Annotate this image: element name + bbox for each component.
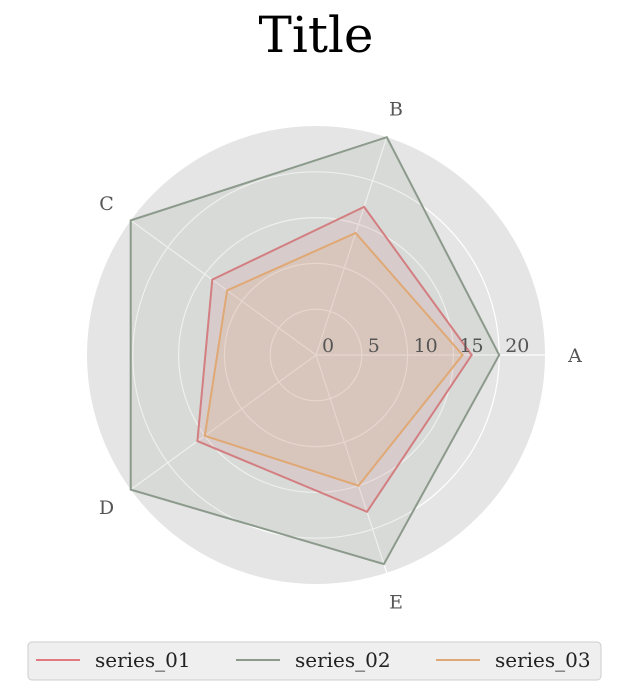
category-labels: A B C D E <box>99 99 582 614</box>
category-label: E <box>389 591 403 613</box>
legend-label: series_03 <box>495 648 591 672</box>
category-label: A <box>567 345 582 367</box>
radial-tick-label: 5 <box>368 335 380 357</box>
radial-tick-label: 0 <box>322 335 334 357</box>
legend-frame <box>27 641 602 681</box>
series-layer <box>129 135 501 566</box>
category-label: D <box>99 497 114 519</box>
legend-label: series_01 <box>95 648 191 672</box>
chart-title: Title <box>258 6 373 64</box>
radial-tick-label: 20 <box>505 335 529 357</box>
series-area-series_02 <box>130 137 500 565</box>
category-label: B <box>389 99 403 121</box>
radial-tick-label: 15 <box>459 335 483 357</box>
series-line-series_02 <box>129 135 501 566</box>
legend: series_01 series_02 series_03 <box>27 641 602 681</box>
spoke-line <box>315 137 388 356</box>
angular-grid <box>130 137 545 573</box>
radial-tick-label: 10 <box>414 335 438 357</box>
series-area-series_03 <box>204 233 463 486</box>
category-label: C <box>99 193 114 215</box>
spoke-line <box>130 219 317 356</box>
spoke-line <box>130 354 317 491</box>
series-area-series_01 <box>197 206 472 512</box>
series-line-series_01 <box>196 205 473 514</box>
legend-label: series_02 <box>295 648 391 672</box>
spoke-line <box>315 354 388 573</box>
radial-tick-labels: 0 5 10 15 20 <box>322 335 529 357</box>
series-line-series_03 <box>203 231 464 487</box>
